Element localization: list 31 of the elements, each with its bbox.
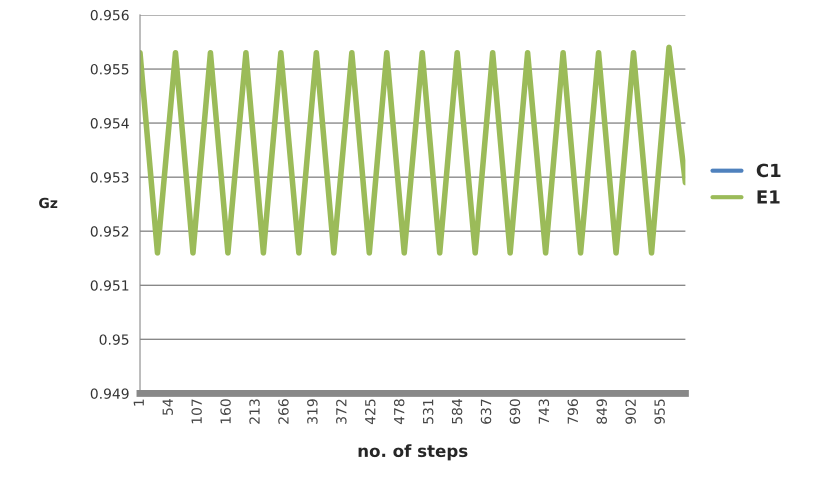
x-tick-label: 266 bbox=[278, 399, 289, 424]
x-tick-label: 531 bbox=[422, 400, 434, 424]
x-tick-label: 213 bbox=[249, 399, 260, 424]
x-tick-label: 372 bbox=[336, 400, 347, 424]
x-axis-title: no. of steps bbox=[358, 444, 468, 460]
y-tick-label: 0.951 bbox=[90, 280, 128, 291]
x-tick-label: 743 bbox=[538, 399, 550, 424]
x-tick-label: 849 bbox=[596, 399, 607, 424]
y-tick-label: 0.955 bbox=[90, 64, 128, 74]
x-tick-label: 319 bbox=[307, 399, 318, 424]
x-tick-label: 54 bbox=[162, 399, 173, 415]
x-tick-label: 955 bbox=[654, 399, 665, 424]
y-axis-title: Gz bbox=[39, 198, 58, 208]
x-tick-label: 160 bbox=[220, 399, 231, 424]
legend-label: E1 bbox=[758, 190, 780, 204]
y-tick-label: 0.949 bbox=[90, 388, 129, 399]
x-tick-label: 1 bbox=[134, 400, 144, 406]
y-tick-label: 0.956 bbox=[90, 10, 129, 20]
x-tick-label: 902 bbox=[625, 400, 636, 424]
x-tick-label: 425 bbox=[365, 399, 376, 424]
x-tick-label: 637 bbox=[480, 399, 492, 424]
y-tick-label: 0.953 bbox=[90, 172, 128, 183]
x-tick-label: 796 bbox=[568, 399, 578, 424]
x-tick-label: 584 bbox=[452, 399, 462, 424]
x-tick-label: 478 bbox=[394, 399, 404, 424]
y-tick-label: 0.95 bbox=[100, 334, 128, 345]
y-tick-label: 0.954 bbox=[90, 118, 129, 129]
y-tick-label: 0.952 bbox=[90, 226, 128, 237]
legend-label: C1 bbox=[756, 164, 780, 178]
x-tick-label: 107 bbox=[191, 399, 202, 424]
x-tick-label: 690 bbox=[510, 399, 520, 424]
